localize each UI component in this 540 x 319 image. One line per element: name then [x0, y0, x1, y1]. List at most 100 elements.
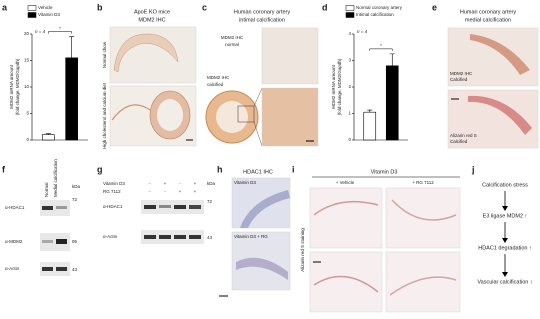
band	[144, 205, 156, 209]
y-axis-label: (fold change, MDM2/Gapdh)	[15, 58, 20, 115]
band	[56, 239, 67, 244]
sign: +	[164, 181, 167, 186]
panel-title: HDAC1 IHC	[243, 169, 273, 175]
row-label: Normal chow	[102, 41, 107, 68]
panel-letter: a	[2, 2, 8, 12]
bar	[385, 65, 399, 141]
error-bar	[69, 36, 75, 58]
panel-title: Vitamin D3	[371, 169, 398, 175]
tissue	[236, 257, 288, 280]
annotation: n = 4	[35, 29, 46, 34]
panel-title: Human coronary artery	[234, 9, 290, 15]
sign: -	[179, 181, 181, 186]
flow-step: Calcification stress	[482, 182, 528, 188]
panel-title: MDM2 IHC	[138, 17, 165, 23]
marker: 72	[72, 197, 78, 202]
band	[56, 206, 67, 209]
arrow-head	[502, 206, 508, 211]
band	[56, 267, 67, 271]
panel-letter: h	[217, 164, 223, 174]
y-tick-label: 2	[348, 84, 351, 89]
significance-mark: *	[59, 26, 61, 31]
y-tick-label: 10	[24, 84, 30, 89]
image-label: normal	[225, 42, 239, 47]
blot	[40, 200, 70, 216]
significance-mark: *	[380, 43, 382, 48]
sign: +	[194, 189, 197, 194]
panel-letter: j	[471, 164, 475, 174]
condition-label: Vitamin D3	[103, 181, 125, 186]
blot	[141, 230, 204, 244]
sign: +	[194, 181, 197, 186]
histology-image	[261, 87, 319, 147]
blot	[40, 233, 70, 251]
significance-bracket	[48, 31, 72, 34]
image-label: MDM2 IHC	[221, 35, 244, 40]
tissue	[313, 275, 379, 293]
panel-letter: b	[97, 2, 103, 12]
row-label: High cholesterol and calcium diet	[102, 82, 107, 149]
band	[42, 267, 53, 271]
image-label: Calcified	[450, 77, 468, 82]
error-bar	[389, 53, 395, 66]
row-label: α-HDAC1	[5, 205, 25, 210]
panel-letter: d	[322, 2, 328, 12]
annotation: n = 4	[357, 29, 368, 34]
legend-swatch	[345, 12, 355, 18]
panel-letter: e	[432, 2, 437, 12]
band	[42, 240, 53, 243]
error-bar	[367, 109, 373, 113]
arrow-head	[502, 238, 508, 243]
tissue	[113, 33, 179, 73]
panel-letter: g	[97, 164, 103, 174]
condition-label: RG 7112	[103, 189, 121, 194]
band	[42, 206, 53, 210]
marker: 95	[72, 239, 78, 244]
y-tick-label: 15	[24, 58, 30, 63]
sign: -	[164, 189, 166, 194]
error-bar	[45, 133, 51, 135]
panel-letter: c	[202, 2, 207, 12]
marker: 72	[207, 199, 213, 204]
band	[174, 235, 186, 239]
bar	[65, 57, 78, 141]
image-label: MDM2 IHC	[450, 71, 473, 76]
band	[159, 205, 171, 208]
panel-title: Human coronary artery	[460, 9, 516, 15]
legend-label: Vitamin D3	[38, 12, 60, 17]
legend-swatch	[345, 5, 355, 11]
y-tick-label: 1	[348, 111, 351, 116]
y-axis-label: MDM2 mRNA amount	[331, 64, 336, 109]
sign: -	[149, 181, 151, 186]
y-tick-label: 5	[26, 111, 29, 116]
panel-title: medial calcification	[465, 17, 511, 23]
sign: +	[179, 189, 182, 194]
row-label: α-MDM2	[5, 239, 23, 244]
band	[189, 205, 201, 209]
column-label: Normal	[44, 182, 49, 197]
band	[159, 235, 171, 239]
flow-step: Vascular calcification ↑	[477, 279, 532, 285]
column-label: + Vehicle	[336, 180, 355, 185]
tissue	[240, 190, 290, 228]
panel-letter: i	[292, 164, 295, 174]
panel-letter: f	[2, 164, 6, 174]
arrow-head	[502, 272, 508, 277]
tissue	[389, 276, 457, 296]
legend-label: Normal coronary artery	[356, 5, 403, 10]
y-tick-label: 0	[348, 137, 351, 142]
significance-bracket	[369, 48, 393, 51]
flow-step: E3 ligase MDM2 ↑	[483, 213, 528, 219]
image-label: Vitamin D3	[234, 180, 256, 185]
tissue	[157, 99, 183, 131]
histology-image	[309, 187, 383, 249]
image-label: calcified	[207, 82, 224, 87]
y-tick-label: 0	[26, 137, 29, 142]
flow-step: HDAC1 degradation ↑	[478, 245, 532, 251]
image-label: MDM2 IHC	[207, 75, 230, 80]
band	[189, 235, 201, 239]
histology-image	[261, 27, 319, 85]
tissue	[111, 104, 151, 121]
y-axis-label: (fold change, MDM2/Gapdh)	[337, 58, 342, 115]
